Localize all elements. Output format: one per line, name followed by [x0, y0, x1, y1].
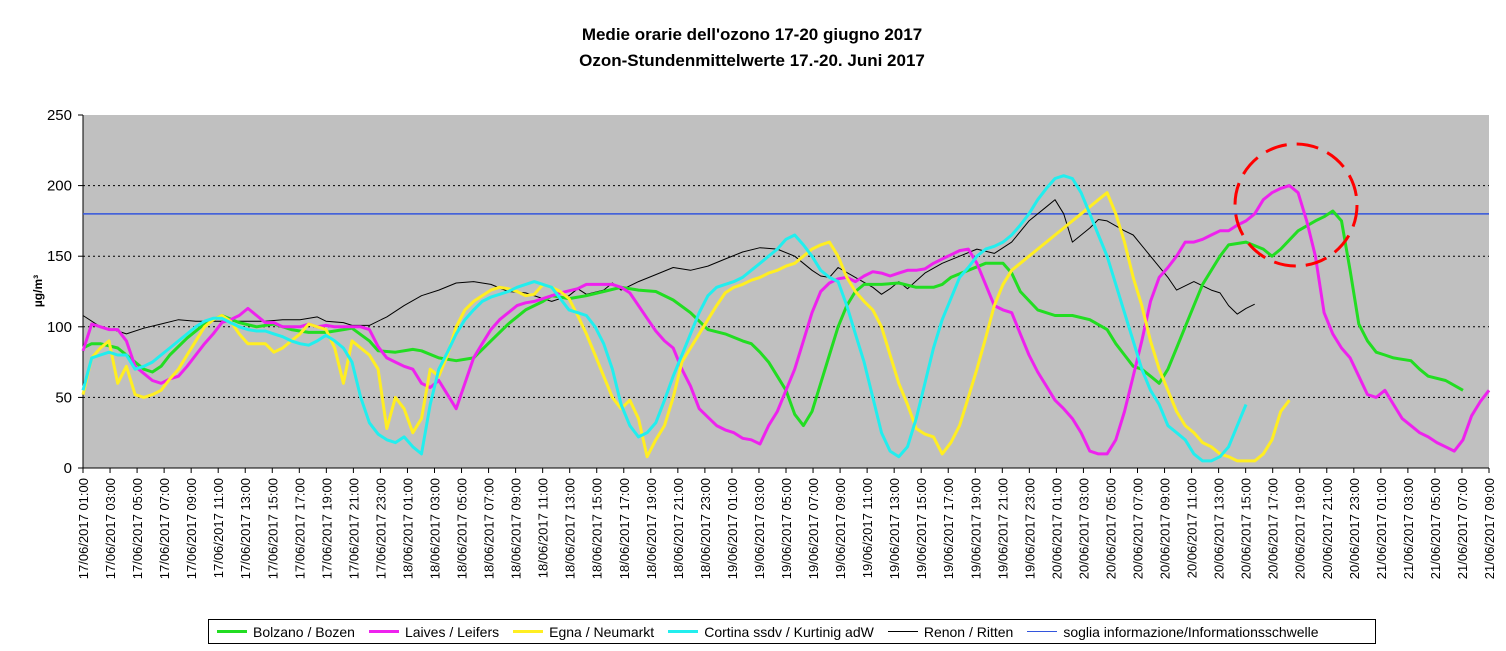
legend-item-threshold: soglia informazione/Informationsschwelle: [1027, 623, 1319, 640]
legend-swatch: [217, 630, 247, 633]
x-tick-label: 19/06/2017 15:00: [914, 478, 929, 579]
legend-label: soglia informazione/Informationsschwelle: [1063, 623, 1319, 640]
y-axis-ticks: 0 50 100 150 200 250: [47, 107, 83, 477]
x-tick-label: 20/06/2017 07:00: [1131, 478, 1146, 579]
y-tick-label: 100: [47, 319, 72, 336]
x-tick-label: 20/06/2017 03:00: [1076, 478, 1091, 579]
x-tick-label: 17/06/2017 09:00: [184, 478, 199, 579]
y-tick-label: 150: [47, 248, 72, 265]
series-line-1: [82, 209, 1464, 428]
x-tick-label: 20/06/2017 09:00: [1158, 478, 1173, 579]
legend-swatch: [668, 630, 699, 633]
legend-label: Egna / Neumarkt: [549, 623, 655, 640]
x-tick-label: 19/06/2017 13:00: [887, 478, 902, 579]
x-tick-label: 17/06/2017 05:00: [130, 478, 145, 579]
x-tick-label: 19/06/2017 05:00: [779, 478, 794, 579]
legend-swatch: [513, 630, 544, 633]
legend-item-0: Bolzano / Bozen: [217, 624, 355, 640]
x-tick-label: 18/06/2017 01:00: [400, 478, 415, 579]
x-tick-label: 19/06/2017 09:00: [833, 478, 848, 579]
chart-title-line-2: Ozon-Stundenmittelwerte 17.-20. Juni 201…: [579, 51, 925, 70]
x-tick-label: 19/06/2017 17:00: [941, 478, 956, 579]
x-tick-label: 21/06/2017 01:00: [1374, 478, 1389, 579]
y-tick-label: 50: [55, 389, 72, 406]
x-tick-label: 19/06/2017 19:00: [968, 478, 983, 579]
x-tick-label: 18/06/2017 11:00: [536, 478, 551, 578]
y-axis-label: µg/m³: [31, 275, 45, 307]
x-tick-label: 18/06/2017 23:00: [698, 478, 713, 579]
legend-item-3: Cortina ssdv / Kurtinig adW: [668, 624, 874, 640]
x-tick-label: 18/06/2017 05:00: [455, 478, 470, 579]
legend-item-1: Laives / Leifers: [368, 623, 500, 640]
legend-label: Renon / Ritten: [923, 623, 1014, 640]
legend-swatch: [887, 631, 918, 632]
y-tick-label: 0: [64, 460, 72, 477]
x-tick-label: 21/06/2017 05:00: [1428, 478, 1443, 579]
x-tick-label: 17/06/2017 13:00: [238, 478, 253, 579]
x-tick-label: 18/06/2017 15:00: [590, 478, 605, 579]
y-tick-label: 200: [47, 178, 72, 195]
x-tick-label: 19/06/2017 21:00: [995, 478, 1010, 579]
legend-item-4: Renon / Ritten: [887, 623, 1014, 640]
x-tick-label: 18/06/2017 19:00: [644, 478, 659, 579]
y-tick-label: 250: [47, 107, 72, 124]
x-tick-label: 18/06/2017 21:00: [671, 478, 686, 579]
x-tick-label: 17/06/2017 19:00: [319, 478, 334, 579]
x-tick-label: 21/06/2017 03:00: [1401, 478, 1416, 579]
x-tick-label: 17/06/2017 21:00: [346, 478, 361, 579]
chart-title-line-1: Medie orarie dell'ozono 17-20 giugno 201…: [582, 25, 922, 44]
x-tick-label: 17/06/2017 07:00: [157, 478, 172, 579]
x-tick-label: 19/06/2017 03:00: [752, 478, 767, 579]
x-tick-label: 18/06/2017 13:00: [563, 478, 578, 579]
x-tick-label: 19/06/2017 23:00: [1022, 478, 1037, 579]
x-tick-label: 18/06/2017 07:00: [482, 478, 497, 579]
x-tick-label: 21/06/2017 07:00: [1455, 478, 1470, 579]
x-tick-label: 20/06/2017 15:00: [1239, 478, 1254, 579]
legend: Bolzano / Bozen Laives / Leifers Egna / Ne…: [208, 619, 1376, 644]
x-tick-label: 21/06/2017 09:00: [1482, 478, 1497, 579]
x-tick-label: 18/06/2017 17:00: [617, 478, 632, 579]
x-tick-label: 17/06/2017 03:00: [103, 478, 118, 579]
x-tick-label: 20/06/2017 11:00: [1185, 478, 1200, 578]
series-line-4: [81, 174, 1248, 463]
x-axis-ticks: 17/06/2017 01:00 17/06/2017 03:00 17/06/20…: [76, 468, 1497, 579]
x-tick-label: 17/06/2017 01:00: [76, 478, 91, 579]
gridlines: [83, 185, 1489, 398]
x-tick-label: 18/06/2017 03:00: [428, 478, 443, 579]
series-group: [81, 174, 1491, 463]
legend-swatch: [1027, 631, 1058, 632]
x-tick-label: 18/06/2017 09:00: [509, 478, 524, 579]
legend-label: Laives / Leifers: [404, 623, 500, 640]
plot-area: [83, 115, 1489, 468]
legend-label: Bolzano / Bozen: [253, 623, 355, 640]
legend-swatch: [368, 630, 399, 633]
legend-item-2: Egna / Neumarkt: [513, 624, 654, 640]
highlight-circle: [1233, 142, 1359, 268]
x-tick-label: 20/06/2017 19:00: [1293, 478, 1308, 579]
x-tick-label: 20/06/2017 05:00: [1103, 478, 1118, 579]
x-tick-label: 17/06/2017 11:00: [211, 478, 226, 578]
x-tick-label: 17/06/2017 17:00: [292, 478, 307, 579]
x-tick-label: 20/06/2017 21:00: [1320, 478, 1335, 579]
x-tick-label: 20/06/2017 23:00: [1347, 478, 1362, 579]
x-tick-label: 19/06/2017 01:00: [725, 478, 740, 579]
x-tick-label: 19/06/2017 11:00: [860, 478, 875, 578]
x-tick-label: 17/06/2017 15:00: [265, 478, 280, 579]
x-tick-label: 17/06/2017 23:00: [373, 478, 388, 579]
x-tick-label: 19/06/2017 07:00: [806, 478, 821, 579]
legend-label: Cortina ssdv / Kurtinig adW: [704, 623, 874, 640]
x-tick-label: 20/06/2017 17:00: [1266, 478, 1281, 579]
x-tick-label: 20/06/2017 13:00: [1212, 478, 1227, 579]
x-tick-label: 20/06/2017 01:00: [1049, 478, 1064, 579]
